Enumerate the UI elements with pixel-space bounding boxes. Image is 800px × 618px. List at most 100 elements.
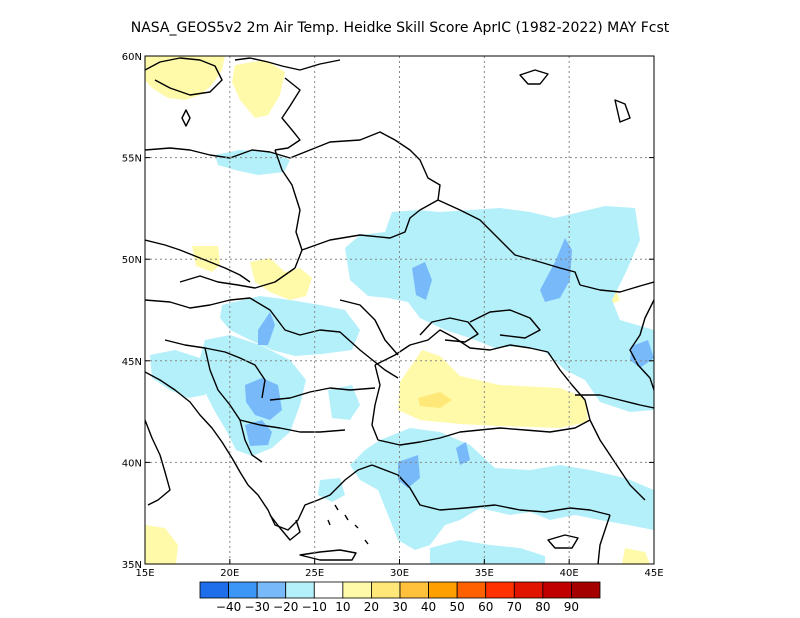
colorbar <box>199 581 601 599</box>
colorbar-label: −20 <box>273 600 298 614</box>
colorbar-swatch <box>399 581 429 599</box>
colorbar-label: 40 <box>421 600 436 614</box>
colorbar-swatch <box>256 581 287 599</box>
cyprus-island <box>547 534 579 549</box>
gotland-island <box>181 109 191 127</box>
y-tick-label: 55N <box>122 154 142 165</box>
colorbar-swatch <box>542 581 572 599</box>
negative-skill-region-aegean <box>350 428 654 550</box>
negative-skill-region-greece <box>318 478 345 502</box>
positive-skill-region-black-sea <box>398 350 588 428</box>
border-russia-kazakhstan <box>579 281 654 293</box>
colorbar-swatch <box>571 581 601 599</box>
border-czech-slovakia <box>179 267 296 289</box>
colorbar-label: 30 <box>392 600 407 614</box>
baltic-coast-east <box>274 77 301 151</box>
strong-negative-skill-region-volga <box>540 238 572 302</box>
strong-negative-skill-region-aegean-sea <box>456 442 470 465</box>
black-sea-south-coast <box>377 419 591 446</box>
negative-skill-region-west-balkan <box>150 350 210 398</box>
colorbar-swatch <box>285 581 315 599</box>
colorbar-label: 60 <box>478 600 493 614</box>
border-baltic-states <box>269 131 441 201</box>
positive-skill-region-northwest <box>145 56 225 100</box>
positive-skill-region-southwest <box>145 525 178 564</box>
strong-negative-skill-region-hungary <box>258 312 275 345</box>
border-moldova <box>339 299 399 356</box>
greece-coast <box>247 464 373 531</box>
colorbar-label: 90 <box>564 600 579 614</box>
longitude-axis: 15E 20E 25E 30E 35E 40E 45E <box>135 559 664 579</box>
aegean-islands <box>327 504 369 545</box>
strong-negative-skill-region-ukraine <box>412 262 432 300</box>
positive-skill-region-carpathian <box>250 258 312 300</box>
negative-skill-region-crete <box>430 540 545 564</box>
moderate-positive-skill-core <box>418 392 452 408</box>
colorbar-label: 10 <box>335 600 350 614</box>
y-tick-label: 45N <box>122 357 142 368</box>
strong-negative-skill-region-macedonia <box>245 420 272 446</box>
adriatic-coast <box>145 371 249 486</box>
colorbar-label: −30 <box>244 600 269 614</box>
border-greece-albania <box>239 419 263 463</box>
colorbar-swatch <box>313 581 344 599</box>
border-romania-bulgaria <box>269 387 376 401</box>
colorbar-swatch <box>456 581 487 599</box>
colorbar-label: 20 <box>364 600 379 614</box>
x-tick-label: 30E <box>390 568 409 579</box>
x-tick-label: 40E <box>560 568 579 579</box>
crete-island <box>299 549 357 561</box>
latitude-axis: 35N 40N 45N 50N 55N 60N <box>122 52 654 571</box>
y-tick-label: 60N <box>122 52 142 63</box>
white-sea-islands <box>519 69 549 85</box>
x-tick-label: 25E <box>305 568 324 579</box>
caspian-coast <box>629 299 654 391</box>
crimea-peninsula <box>419 317 479 343</box>
negative-skill-region-bulgaria <box>328 385 360 420</box>
border-austria-hungary <box>145 297 251 309</box>
border-caucasus <box>575 394 654 409</box>
colorbar-label: −40 <box>216 600 241 614</box>
x-tick-label: 20E <box>220 568 239 579</box>
colorbar-swatch <box>199 581 229 599</box>
finland-coast <box>234 57 341 71</box>
baltic-coast-south <box>145 147 271 159</box>
border-hungary-romania <box>249 297 399 379</box>
x-tick-label: 45E <box>644 568 663 579</box>
positive-skill-region-baltic <box>232 60 285 118</box>
colorbar-label: 50 <box>450 600 465 614</box>
colorbar-label: 80 <box>535 600 550 614</box>
strong-negative-skill-region-turkey <box>398 455 420 488</box>
colorbar-swatch <box>428 581 458 599</box>
colorbar-swatch <box>513 581 544 599</box>
scandinavia-coast <box>145 57 223 96</box>
negative-skill-region-hungary <box>220 296 360 356</box>
colorbar-label: −10 <box>302 600 327 614</box>
border-macedonia-greece <box>239 419 346 433</box>
positive-skill-region-levant <box>622 548 650 564</box>
border-poland-germany <box>145 239 251 283</box>
colorbar-swatch <box>371 581 401 599</box>
turkey-south-coast <box>371 464 611 516</box>
border-serbia-bosnia <box>204 347 241 421</box>
lake-onega <box>614 99 631 123</box>
border-ukraine-east <box>437 199 581 286</box>
y-tick-label: 35N <box>122 560 142 571</box>
sea-of-azov <box>469 309 541 339</box>
peloponnese <box>269 514 301 541</box>
x-tick-label: 35E <box>475 568 494 579</box>
black-sea-east-coast <box>547 351 591 421</box>
colorbar-swatch <box>228 581 258 599</box>
black-sea-north-coast <box>374 329 549 366</box>
x-tick-label: 15E <box>135 568 154 579</box>
colorbar-swatch <box>342 581 372 599</box>
border-balkans-west <box>164 339 266 399</box>
colorbar-labels: −40 −30 −20 −10 10 20 30 40 50 60 70 80 90 <box>216 600 579 614</box>
italy-coast <box>145 419 171 506</box>
y-tick-label: 40N <box>122 458 142 469</box>
map-title: NASA_GEOS5v2 2m Air Temp. Heidke Skill S… <box>130 20 670 36</box>
y-tick-label: 50N <box>122 255 142 266</box>
colorbar-label: 70 <box>507 600 522 614</box>
coastlines-and-borders <box>145 57 654 564</box>
